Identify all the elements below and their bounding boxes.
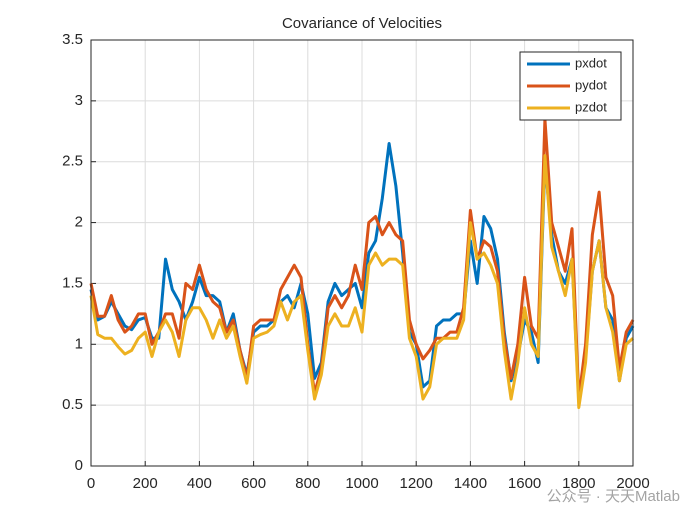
x-tick-label: 1000 (345, 475, 378, 492)
x-tick-label: 800 (295, 475, 320, 492)
x-tick-label: 400 (187, 475, 212, 492)
x-tick-label: 200 (133, 475, 158, 492)
legend-label: pxdot (575, 55, 607, 70)
y-tick-label: 2 (75, 214, 83, 231)
y-tick-label: 0 (75, 457, 83, 474)
x-tick-label: 1200 (400, 475, 433, 492)
x-tick-label: 600 (241, 475, 266, 492)
legend-label: pydot (575, 77, 607, 92)
plot-frame (90, 39, 634, 467)
x-tick-label: 1600 (508, 475, 541, 492)
y-tick-label: 2.5 (62, 153, 83, 170)
y-tick-label: 1.5 (62, 274, 83, 291)
y-tick-label: 1 (75, 335, 83, 352)
y-tick-label: 3.5 (62, 31, 83, 48)
x-tick-label: 1800 (562, 475, 595, 492)
y-tick-label: 0.5 (62, 396, 83, 413)
watermark: 公众号 · 天天Matlab (547, 488, 680, 505)
x-tick-label: 2000 (616, 475, 649, 492)
x-tick-label: 0 (87, 475, 95, 492)
legend-label: pzdot (575, 99, 607, 114)
series-line (89, 154, 635, 410)
x-tick-label: 1400 (454, 475, 487, 492)
y-tick-label: 3 (75, 92, 83, 109)
chart-title: Covariance of Velocities (282, 15, 442, 32)
